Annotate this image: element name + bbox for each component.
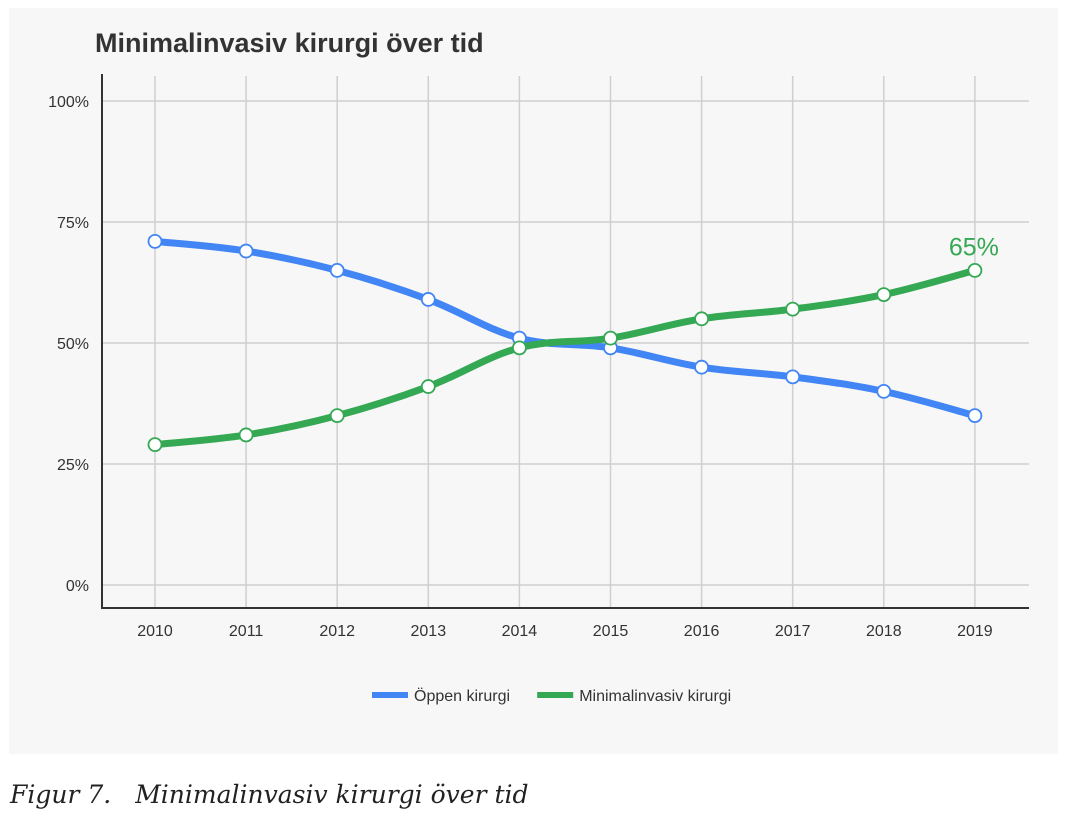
data-point	[694, 311, 709, 327]
y-tick-label: 0%	[66, 578, 89, 595]
data-point	[967, 262, 983, 278]
data-point	[785, 301, 801, 317]
x-tick-label: 2011	[229, 623, 264, 640]
data-point	[329, 408, 345, 424]
data-point	[420, 292, 436, 307]
x-tick-label: 2010	[137, 623, 173, 640]
axes	[101, 74, 1029, 609]
y-tick-label: 50%	[57, 336, 89, 353]
x-tick-label: 2014	[502, 623, 538, 640]
caption-text: Minimalinvasiv kirurgi över tid	[135, 780, 529, 809]
data-point	[238, 243, 254, 259]
x-tick-label: 2019	[957, 623, 993, 640]
legend: Öppen kirurgi Minimalinvasiv kirurgi	[372, 687, 731, 705]
legend-label: Minimalinvasiv kirurgi	[579, 688, 731, 705]
series-line	[151, 237, 979, 420]
data-point	[967, 408, 983, 424]
data-point	[876, 287, 892, 303]
data-point	[512, 340, 527, 356]
y-tick-label: 100%	[48, 94, 89, 111]
data-point	[603, 330, 618, 346]
data-point	[785, 369, 801, 385]
legend-label: Öppen kirurgi	[414, 687, 510, 705]
data-label: 65%	[949, 233, 999, 261]
x-tick-label: 2017	[775, 623, 811, 640]
series-line	[151, 266, 979, 449]
labels: 0% 25% 50% 75% 100% 2010 2011 2012 2013 2014 2015 2…	[48, 94, 999, 640]
x-tick-label: 2015	[593, 623, 629, 640]
x-tick-label: 2018	[866, 623, 902, 640]
x-tick-label: 2013	[411, 623, 447, 640]
y-tick-label: 25%	[57, 457, 89, 474]
data-point	[147, 233, 163, 249]
data-point	[694, 359, 709, 375]
chart-title: Minimalinvasiv kirurgi över tid	[95, 28, 484, 58]
data-point	[147, 437, 163, 453]
x-tick-label: 2012	[319, 623, 355, 640]
data-point	[238, 427, 254, 443]
data-point	[420, 379, 436, 394]
caption-number: Figur 7.	[10, 780, 112, 809]
y-tick-label: 75%	[57, 215, 89, 232]
x-tick-label: 2016	[684, 623, 720, 640]
data-point	[329, 262, 345, 278]
series	[147, 233, 983, 453]
figure-caption: Figur 7. Minimalinvasiv kirurgi över tid	[10, 780, 529, 809]
data-point	[876, 383, 892, 399]
